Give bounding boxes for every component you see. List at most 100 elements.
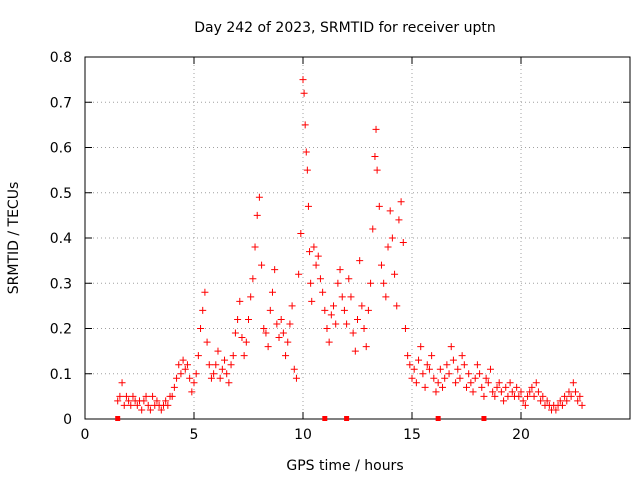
data-point [382,293,390,301]
data-point [207,374,215,382]
data-point [489,388,497,396]
data-point [351,347,359,355]
data-point [307,279,315,287]
data-point [288,302,296,310]
data-point [506,379,514,387]
data-point [306,248,314,256]
data-point [534,388,542,396]
data-point [465,370,473,378]
data-point [445,370,453,378]
data-points [114,76,586,414]
data-point [493,383,501,391]
data-point [393,302,401,310]
data-point [338,293,346,301]
data-point [356,257,364,265]
data-point [513,383,521,391]
data-point [321,306,329,314]
data-point [255,193,263,201]
data-point [425,365,433,373]
baseline-markers [115,416,487,421]
data-point [218,365,226,373]
data-point [362,343,370,351]
data-point [454,365,462,373]
data-point [201,288,209,296]
data-point [247,293,255,301]
data-point [303,166,311,174]
data-point [552,406,560,414]
data-point [373,166,381,174]
data-point [495,379,503,387]
baseline-marker [344,416,350,421]
data-point [401,325,409,332]
data-point [452,379,460,387]
x-tick-label: 10 [294,427,312,443]
data-point [519,397,527,405]
y-tick-label: 0 [63,412,72,428]
data-point [302,148,310,156]
data-point [157,406,165,414]
data-point [377,261,385,269]
data-point [319,288,327,296]
x-tick-label: 20 [512,427,530,443]
data-point [558,401,566,409]
y-tick-label: 0.7 [50,95,72,111]
data-point [412,379,420,387]
data-point [268,288,276,296]
data-point [183,361,191,369]
data-point [251,243,259,251]
data-point [116,392,124,400]
data-point [149,392,157,400]
data-point [502,383,510,391]
data-point [532,379,540,387]
data-point [140,397,148,405]
data-point [240,352,248,360]
data-point [500,397,508,405]
data-point [386,207,394,215]
baseline-marker [322,416,328,421]
data-point [162,397,170,405]
data-point [521,401,529,409]
y-tick-label: 0.4 [50,231,72,247]
data-point [537,397,545,405]
data-point [271,266,279,274]
data-point [517,388,525,396]
data-point [572,388,579,396]
data-point [203,338,211,346]
data-point [391,270,399,278]
data-point [164,401,172,409]
data-point [567,392,575,400]
data-point [563,397,571,405]
data-point [170,383,178,391]
data-point [273,320,281,328]
x-tick-label: 5 [190,427,199,443]
data-point [146,406,154,414]
data-point [430,374,438,382]
y-tick-label: 0.5 [50,186,72,202]
x-axis-label: GPS time / hours [286,458,403,474]
data-point [245,315,252,323]
data-point [561,392,569,400]
data-point [375,202,383,210]
data-point [515,392,523,400]
data-point [526,388,534,396]
data-point [421,383,429,391]
data-point [223,370,231,378]
data-point [419,370,427,378]
chart-title: Day 242 of 2023, SRMTID for receiver upt… [194,20,496,36]
data-point [120,401,128,409]
data-point [432,388,440,396]
data-point [480,392,488,400]
data-point [478,383,486,391]
data-point [458,352,466,360]
y-tick-label: 0.3 [50,276,72,292]
data-point [497,388,505,396]
data-point [275,334,283,342]
data-point [491,392,499,400]
data-point [168,392,176,400]
data-point [371,153,379,161]
data-point [316,275,324,283]
data-point [325,338,333,346]
data-point [144,401,152,409]
baseline-marker [481,416,487,421]
data-point [122,392,130,400]
